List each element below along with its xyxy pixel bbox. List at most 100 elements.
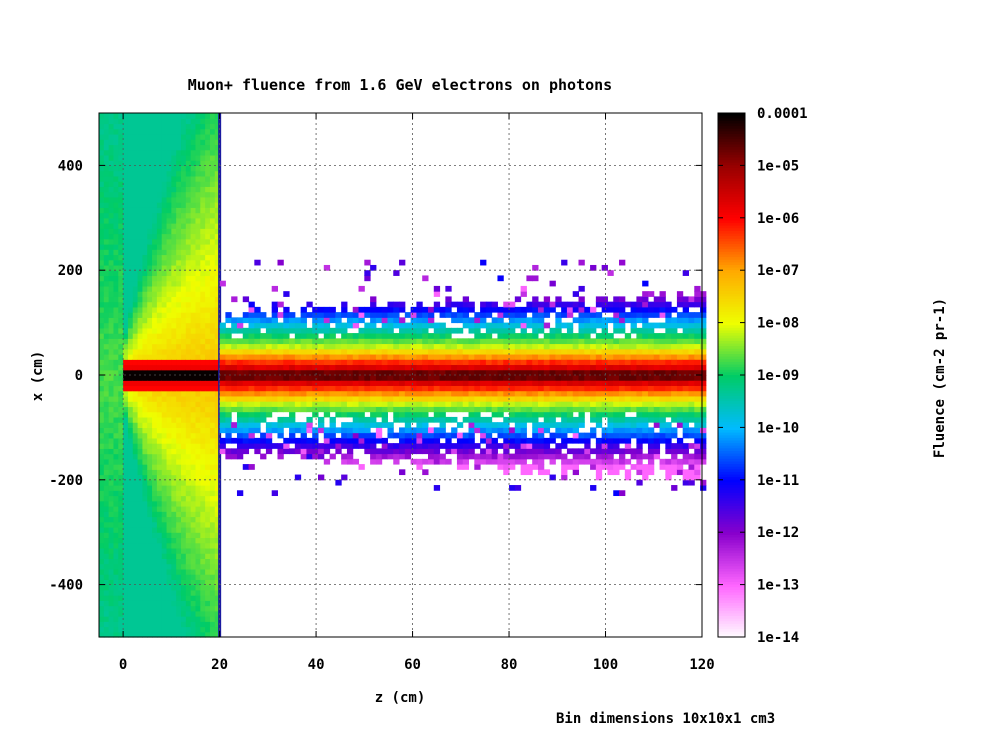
heatmap-cell [190, 621, 197, 628]
heatmap-cell [214, 437, 221, 444]
heatmap-cell [468, 443, 475, 449]
heatmap-cell [205, 259, 211, 266]
heatmap-cell [416, 343, 423, 350]
heatmap-cell [514, 453, 522, 460]
heatmap-cell [127, 595, 134, 601]
heatmap-cell [113, 275, 119, 282]
heatmap-cell [190, 616, 197, 622]
heatmap-cell [190, 354, 197, 360]
heatmap-cell [137, 579, 144, 586]
heatmap-cell [190, 610, 197, 617]
heatmap-cell [491, 395, 498, 402]
heatmap-cell [532, 375, 539, 381]
heatmap-cell [300, 348, 307, 355]
heatmap-cell [161, 595, 168, 601]
heatmap-cell [294, 437, 302, 444]
heatmap-cell [118, 312, 124, 318]
heatmap-cell [532, 422, 539, 428]
heatmap-cell [300, 432, 307, 439]
heatmap-cell [433, 364, 441, 371]
heatmap-cell [231, 406, 238, 413]
heatmap-cell [195, 280, 201, 287]
heatmap-cell [312, 364, 319, 371]
heatmap-cell [127, 432, 134, 439]
heatmap-cell [283, 395, 290, 402]
heatmap-cell [185, 259, 192, 266]
heatmap-cell [271, 364, 278, 371]
heatmap-cell [214, 542, 221, 549]
heatmap-cell [659, 375, 666, 381]
heatmap-cell [289, 448, 296, 455]
heatmap-cell [294, 369, 302, 376]
heatmap-cell [566, 354, 574, 360]
heatmap-cell [561, 322, 568, 329]
heatmap-cell [422, 375, 429, 381]
heatmap-cell [214, 264, 221, 271]
heatmap-cell [671, 343, 678, 350]
heatmap-cell [601, 380, 608, 386]
heatmap-cell [137, 390, 144, 397]
heatmap-cell [636, 390, 643, 397]
heatmap-cell [601, 427, 608, 434]
heatmap-cell [312, 380, 319, 386]
heatmap-cell [137, 406, 144, 413]
heatmap-cell [433, 338, 441, 345]
heatmap-cell [532, 453, 539, 460]
heatmap-cell [99, 610, 105, 617]
heatmap-cell [265, 327, 273, 334]
heatmap-cell [103, 395, 110, 402]
heatmap-cell [364, 385, 371, 392]
heatmap-cell [171, 474, 177, 481]
heatmap-cell [209, 547, 216, 554]
heatmap-cell [503, 301, 510, 308]
heatmap-cell [433, 458, 441, 465]
heatmap-cell [642, 416, 649, 423]
heatmap-cell [181, 595, 187, 601]
heatmap-cell [271, 369, 278, 376]
heatmap-cell [236, 390, 244, 397]
heatmap-cell [688, 322, 695, 329]
heatmap-cell [433, 432, 441, 439]
heatmap-cell [103, 228, 110, 235]
heatmap-cell [118, 380, 124, 387]
heatmap-cell [624, 390, 632, 397]
heatmap-cell [323, 427, 331, 434]
heatmap-cell [176, 348, 182, 355]
heatmap-cell [248, 317, 255, 324]
heatmap-cell [209, 406, 216, 413]
heatmap-cell [549, 333, 556, 339]
heatmap-cell [624, 432, 632, 439]
heatmap-cell [123, 317, 129, 324]
heatmap-cell [171, 233, 177, 240]
heatmap-cell [108, 118, 115, 125]
fluence-heatmap [99, 113, 707, 638]
heatmap-cell [555, 327, 562, 334]
heatmap-cell [543, 369, 551, 376]
heatmap-cell [688, 469, 695, 476]
heatmap-cell [171, 270, 177, 277]
heatmap-cell [209, 537, 216, 544]
heatmap-cell [181, 291, 187, 297]
heatmap-cell [142, 537, 148, 544]
heatmap-cell [624, 427, 632, 434]
heatmap-cell [99, 631, 105, 638]
heatmap-cell [195, 291, 201, 297]
heatmap-cell [132, 610, 139, 617]
heatmap-cell [113, 301, 119, 308]
heatmap-cell [636, 416, 643, 423]
heatmap-cell [497, 401, 504, 407]
heatmap-cell [209, 212, 216, 219]
heatmap-cell [190, 563, 197, 570]
heatmap-cell [265, 338, 273, 345]
heatmap-cell [630, 301, 637, 308]
heatmap-cell [195, 322, 201, 329]
heatmap-cell [619, 359, 626, 366]
heatmap-cell [195, 605, 201, 612]
heatmap-cell [665, 406, 672, 413]
heatmap-cell [312, 359, 319, 366]
heatmap-cell [254, 306, 261, 313]
heatmap-cell [358, 285, 365, 292]
heatmap-cell [190, 317, 197, 324]
heatmap-cell [156, 500, 163, 507]
heatmap-cell [306, 380, 313, 386]
